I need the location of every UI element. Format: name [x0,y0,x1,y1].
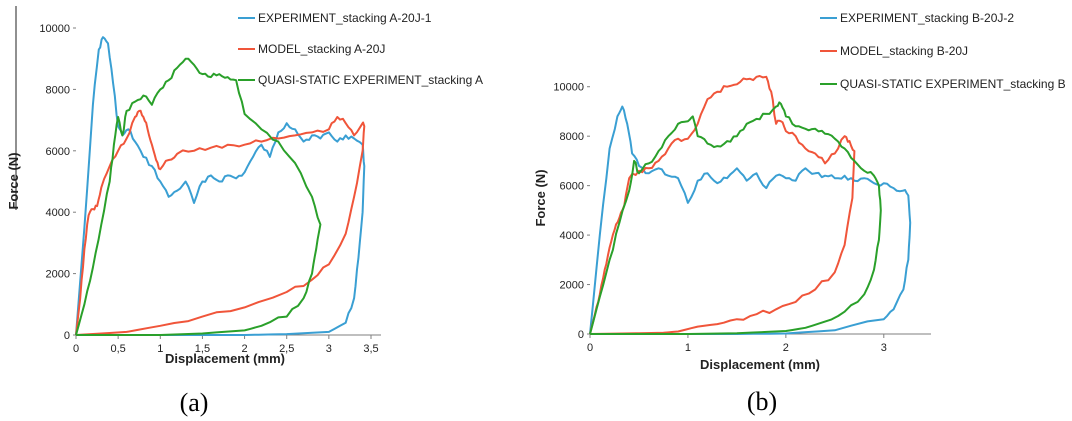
series-line [589,105,912,335]
panel-label: (b) [747,387,777,416]
legend-entry: MODEL_stacking A-20J [258,42,385,56]
y-tick-label: 2000 [46,269,70,281]
panel-b: 0 2000 4000 6000 8000 10000 0 1 2 3 Displacement (… [533,11,1066,416]
y-tick-label: 4000 [46,207,70,219]
x-axis-title: Displacement (mm) [700,357,820,372]
legend-entry: QUASI-STATIC EXPERIMENT_stacking B [840,77,1066,91]
x-tick-label: 0,5 [110,343,125,355]
y-axis-title: Force (N) [6,152,21,209]
x-tick-label: 0 [73,343,79,355]
x-tick-label: 0 [587,342,593,354]
x-tick-label: 1 [157,343,163,355]
y-tick-label: 4000 [560,230,584,242]
x-tick-label: 3 [881,342,887,354]
y-axis-title: Force (N) [533,169,548,226]
y-tick-label: 6000 [46,146,70,158]
series-line [589,101,882,335]
x-tick-label: 2,5 [279,343,294,355]
x-tick-label: 1 [685,342,691,354]
y-tick-label: 0 [578,329,584,341]
y-tick-label: 10000 [553,82,584,94]
y-tick-label: 6000 [560,181,584,193]
legend-entry: QUASI-STATIC EXPERIMENT_stacking A [258,73,483,87]
legend-entry: EXPERIMENT_stacking B-20J-2 [840,11,1014,25]
x-tick-label: 2 [783,342,789,354]
y-tick-label: 2000 [560,280,584,292]
x-tick-label: 3,5 [363,343,378,355]
x-tick-label: 2 [242,343,248,355]
series-line [75,57,322,336]
y-tick-label: 8000 [560,131,584,143]
panel-label: (a) [180,388,209,417]
series-line [589,75,856,335]
y-tick-label: 8000 [46,84,70,96]
y-tick-label: 0 [64,330,70,342]
legend-entry: EXPERIMENT_stacking A-20J-1 [258,11,432,25]
x-axis-title: Displacement (mm) [165,351,285,366]
series-line [75,109,366,336]
x-tick-label: 1,5 [195,343,210,355]
x-tick-label: 3 [326,343,332,355]
y-tick-label: 10000 [39,23,70,35]
panel-a: 0 2000 4000 6000 8000 10000 0 0,5 1 1,5 2 2,5 3 3,5 Di… [6,6,483,417]
legend-entry: MODEL_stacking B-20J [840,44,968,58]
